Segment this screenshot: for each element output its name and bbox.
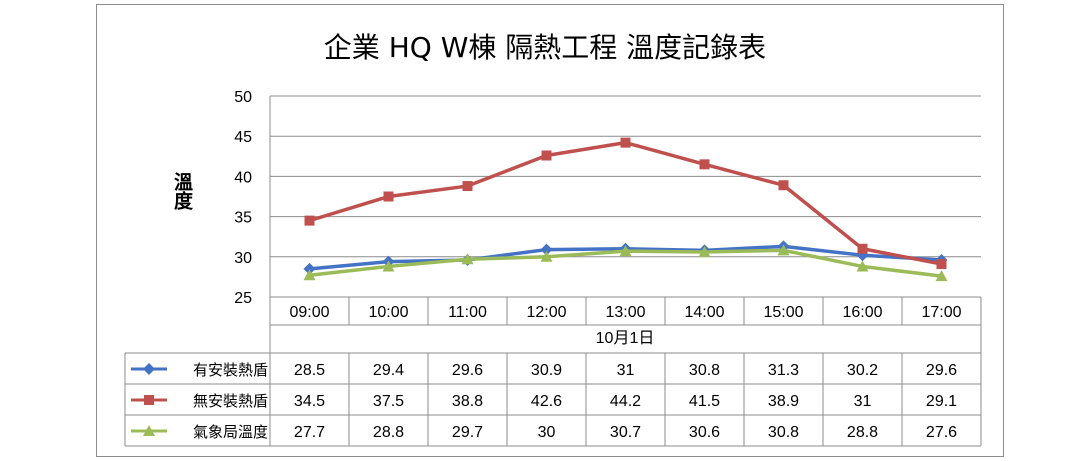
data-label: 41.5	[689, 393, 720, 410]
data-label: 28.5	[294, 362, 325, 379]
triangle-marker	[461, 253, 474, 265]
series-2	[304, 137, 947, 270]
data-label: 34.5	[294, 393, 325, 410]
data-table	[124, 297, 982, 447]
triangle-marker	[143, 425, 155, 436]
y-tick-label: 30	[234, 250, 252, 267]
square-marker	[699, 159, 710, 170]
x-tick-label: 14:00	[684, 304, 724, 321]
data-label: 31	[854, 393, 872, 410]
x-tick-label: 13:00	[605, 304, 645, 321]
square-marker	[383, 191, 394, 202]
y-axis-label: 溫度	[171, 172, 193, 210]
data-label: 29.6	[452, 362, 483, 379]
square-marker	[778, 180, 789, 191]
y-tick-label: 50	[234, 89, 252, 106]
data-label: 30.9	[531, 362, 562, 379]
data-label: 38.8	[452, 393, 483, 410]
triangle-marker	[303, 269, 316, 281]
square-marker	[936, 259, 947, 270]
data-label: 42.6	[531, 393, 562, 410]
data-label: 44.2	[610, 393, 641, 410]
legend-label: 有安裝熱盾	[193, 361, 268, 379]
triangle-marker	[777, 244, 790, 256]
y-tick-label: 35	[234, 210, 252, 227]
data-label: 30.2	[847, 362, 878, 379]
square-marker	[144, 395, 154, 405]
data-label: 30.6	[689, 424, 720, 441]
diamond-marker	[303, 262, 316, 275]
data-label: 27.7	[294, 424, 325, 441]
square-marker	[857, 243, 868, 254]
triangle-marker	[935, 270, 948, 282]
legend-label: 無安裝熱盾	[193, 392, 268, 410]
data-label: 29.6	[926, 362, 957, 379]
y-tick-label: 40	[234, 169, 252, 186]
x-tick-label: 16:00	[842, 304, 882, 321]
data-label: 37.5	[373, 393, 404, 410]
chart-title: 企業 HQ W棟 隔熱工程 溫度記錄表	[323, 31, 767, 64]
data-label: 38.9	[768, 393, 799, 410]
data-label: 31	[617, 362, 635, 379]
legend-label: 氣象局溫度	[193, 423, 268, 441]
series-3	[303, 244, 948, 282]
data-label: 30.7	[610, 424, 641, 441]
square-marker	[541, 150, 552, 161]
data-label: 28.8	[373, 424, 404, 441]
x-tick-label: 09:00	[289, 304, 329, 321]
square-marker	[620, 137, 631, 148]
triangle-marker	[698, 245, 711, 257]
diamond-marker	[143, 363, 155, 375]
square-marker	[462, 181, 473, 192]
x-tick-labels: 09:00 10:00 11:00 12:00 13:00 14:00 15:00 16:00…	[289, 304, 961, 321]
data-label: 30.8	[689, 362, 720, 379]
diamond-marker	[540, 243, 553, 256]
data-label: 31.3	[768, 362, 799, 379]
data-label: 29.4	[373, 362, 404, 379]
series-lines	[303, 137, 948, 282]
x-axis-label: 10月1日	[596, 330, 655, 347]
chart-frame	[96, 4, 1004, 457]
y-tick-label: 25	[234, 290, 252, 307]
triangle-marker	[619, 245, 632, 257]
triangle-marker	[382, 260, 395, 272]
data-label: 29.1	[926, 393, 957, 410]
data-label: 30	[538, 424, 556, 441]
x-tick-label: 12:00	[526, 304, 566, 321]
data-table-values: 28.5 29.4 29.6 30.9 31 30.8 31.3 30.2 29.6 34.5 37…	[294, 362, 957, 441]
x-tick-label: 17:00	[921, 304, 961, 321]
data-label: 29.7	[452, 424, 483, 441]
y-tick-labels: 25 30 35 40 45 50	[234, 89, 252, 307]
x-tick-label: 15:00	[763, 304, 803, 321]
triangle-marker	[856, 260, 869, 272]
data-label: 27.6	[926, 424, 957, 441]
x-tick-label: 11:00	[448, 304, 487, 321]
data-label: 28.8	[847, 424, 878, 441]
data-label: 30.8	[768, 424, 799, 441]
square-marker	[304, 215, 315, 226]
triangle-marker	[540, 250, 553, 262]
x-tick-label: 10:00	[368, 304, 408, 321]
y-tick-label: 45	[234, 129, 252, 146]
